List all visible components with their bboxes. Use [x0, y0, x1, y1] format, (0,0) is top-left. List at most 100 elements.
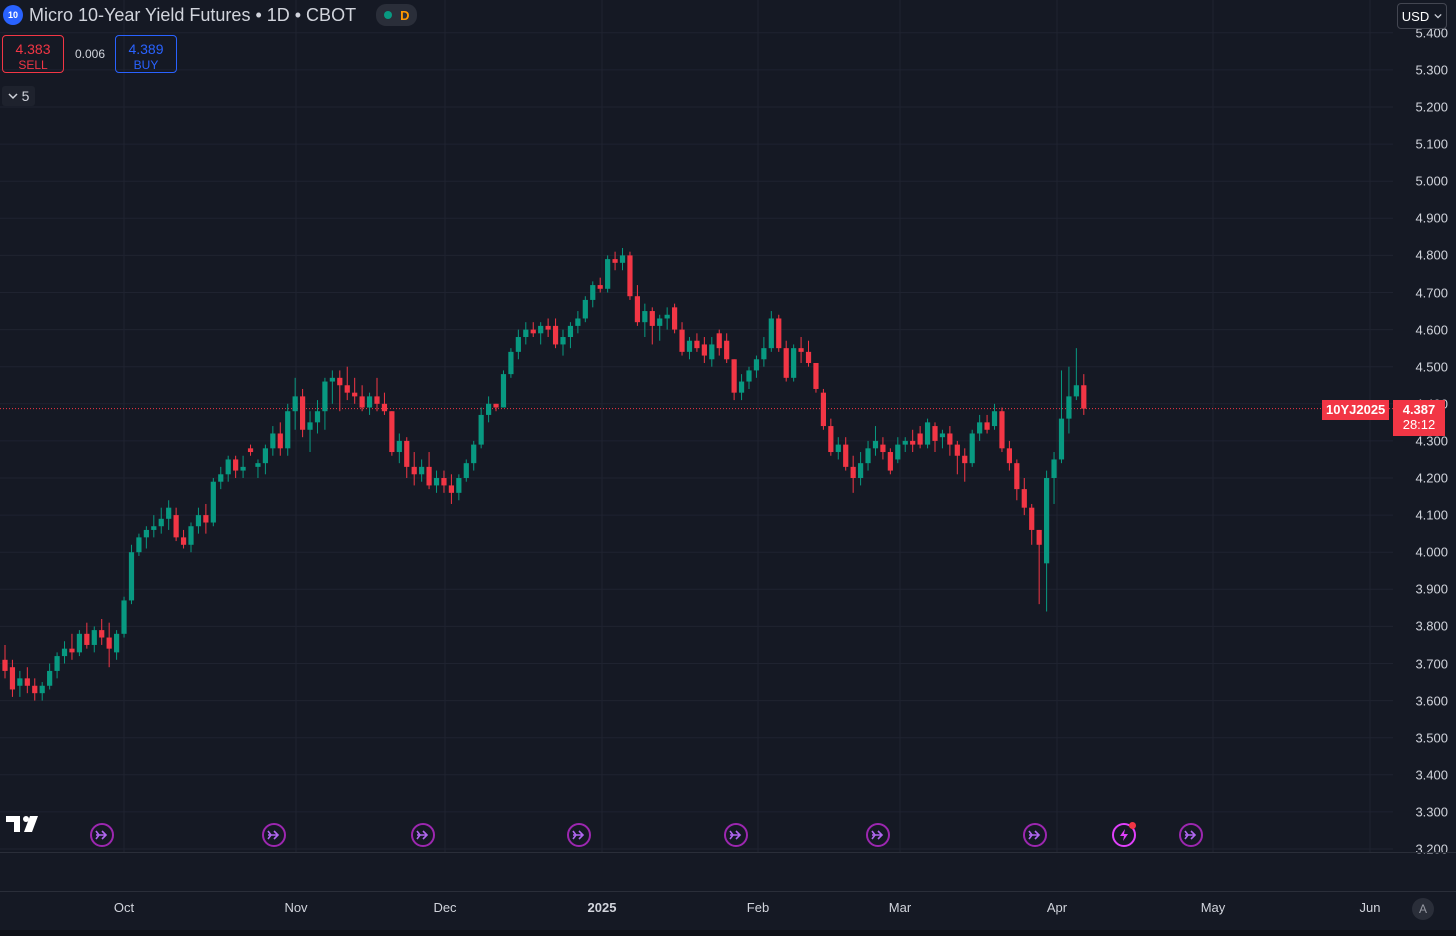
candle[interactable] — [500, 370, 507, 408]
candle[interactable] — [210, 478, 216, 527]
candle[interactable] — [999, 407, 1005, 453]
candle[interactable] — [61, 641, 68, 664]
candle[interactable] — [233, 455, 239, 478]
candle[interactable] — [910, 429, 916, 453]
candle[interactable] — [545, 318, 551, 338]
candle[interactable] — [939, 429, 946, 449]
candle[interactable] — [984, 414, 990, 434]
candle[interactable] — [128, 544, 135, 605]
candle[interactable] — [872, 426, 879, 456]
candle[interactable] — [180, 529, 187, 549]
candle[interactable] — [344, 366, 350, 401]
candle[interactable] — [820, 388, 826, 430]
sell-button[interactable]: 4.383 SELL — [2, 35, 64, 73]
candle[interactable] — [1051, 452, 1057, 504]
candle[interactable] — [902, 437, 908, 453]
candle[interactable] — [753, 355, 760, 378]
candle[interactable] — [240, 455, 246, 478]
candle[interactable] — [895, 437, 901, 464]
indicators-toggle-button[interactable]: 5 — [2, 86, 35, 106]
flash-icon[interactable] — [1112, 822, 1136, 847]
candle[interactable] — [277, 422, 283, 456]
candle[interactable] — [552, 318, 559, 349]
candle[interactable] — [947, 426, 953, 456]
dividend-arrow-icon[interactable] — [411, 823, 435, 847]
candle[interactable] — [493, 403, 499, 412]
candle[interactable] — [2, 644, 8, 679]
candle[interactable] — [374, 377, 380, 412]
candle[interactable] — [99, 618, 105, 645]
candle[interactable] — [448, 474, 454, 504]
candle[interactable] — [954, 440, 960, 475]
candle[interactable] — [411, 452, 417, 486]
candle[interactable] — [567, 322, 574, 349]
dividend-arrow-icon[interactable] — [1179, 823, 1203, 847]
candle[interactable] — [114, 630, 120, 660]
candle[interactable] — [962, 448, 968, 482]
candle[interactable] — [716, 329, 722, 356]
candle[interactable] — [634, 285, 640, 326]
price-axis[interactable]: 3.200 3.300 3.400 3.500 3.600 3.700 3.800 3.900… — [1393, 0, 1456, 856]
currency-select[interactable]: USD — [1397, 3, 1447, 29]
candle[interactable] — [76, 630, 82, 657]
candle[interactable] — [865, 440, 871, 471]
candle[interactable] — [738, 374, 745, 401]
candle[interactable] — [39, 682, 45, 701]
candle[interactable] — [858, 452, 864, 486]
candle[interactable] — [1021, 478, 1027, 516]
candle[interactable] — [590, 281, 596, 308]
candle[interactable] — [1029, 503, 1035, 545]
candle[interactable] — [270, 426, 276, 456]
candle[interactable] — [969, 429, 975, 467]
candle[interactable] — [924, 418, 931, 449]
dividend-arrow-icon[interactable] — [90, 823, 114, 847]
candle[interactable] — [649, 307, 655, 345]
candle[interactable] — [195, 507, 202, 534]
candle[interactable] — [337, 370, 343, 412]
candle[interactable] — [768, 311, 774, 352]
tradingview-logo-icon[interactable] — [6, 814, 42, 839]
candle[interactable] — [441, 470, 447, 493]
symbol-title[interactable]: Micro 10-Year Yield Futures • 1D • CBOT — [29, 4, 357, 25]
candle[interactable] — [352, 377, 358, 404]
candle[interactable] — [672, 303, 678, 334]
candle[interactable] — [151, 515, 157, 538]
dividend-arrow-icon[interactable] — [262, 823, 286, 847]
candle[interactable] — [991, 403, 998, 430]
candle[interactable] — [69, 633, 75, 660]
chart-pane[interactable] — [0, 0, 1393, 852]
candle[interactable] — [664, 307, 670, 330]
candle[interactable] — [508, 348, 514, 378]
candle[interactable] — [91, 626, 97, 653]
candle[interactable] — [143, 526, 149, 549]
candle[interactable] — [173, 507, 179, 542]
dividend-arrow-icon[interactable] — [567, 823, 591, 847]
dividend-arrow-icon[interactable] — [724, 823, 748, 847]
candle[interactable] — [805, 340, 812, 367]
candle[interactable] — [47, 663, 53, 690]
candle[interactable] — [761, 337, 767, 367]
candle[interactable] — [307, 411, 313, 453]
candle[interactable] — [835, 437, 841, 460]
candle[interactable] — [329, 370, 335, 404]
candle[interactable] — [366, 392, 373, 415]
candle[interactable] — [709, 337, 715, 367]
candle[interactable] — [433, 470, 440, 493]
candle[interactable] — [515, 329, 521, 360]
candle[interactable] — [136, 533, 142, 556]
candle[interactable] — [619, 247, 626, 271]
candle[interactable] — [843, 437, 849, 471]
candle[interactable] — [218, 466, 224, 490]
buy-button[interactable]: 4.389 BUY — [115, 35, 177, 73]
candle[interactable] — [292, 377, 298, 430]
candle[interactable] — [121, 596, 127, 638]
candle[interactable] — [791, 344, 797, 382]
candle[interactable] — [932, 422, 938, 453]
candle[interactable] — [1036, 529, 1042, 605]
candle[interactable] — [84, 622, 90, 649]
auto-scale-button[interactable]: A — [1412, 898, 1434, 920]
candle[interactable] — [1006, 440, 1012, 471]
candle[interactable] — [426, 452, 432, 490]
candle[interactable] — [813, 362, 819, 393]
candle[interactable] — [359, 385, 365, 412]
